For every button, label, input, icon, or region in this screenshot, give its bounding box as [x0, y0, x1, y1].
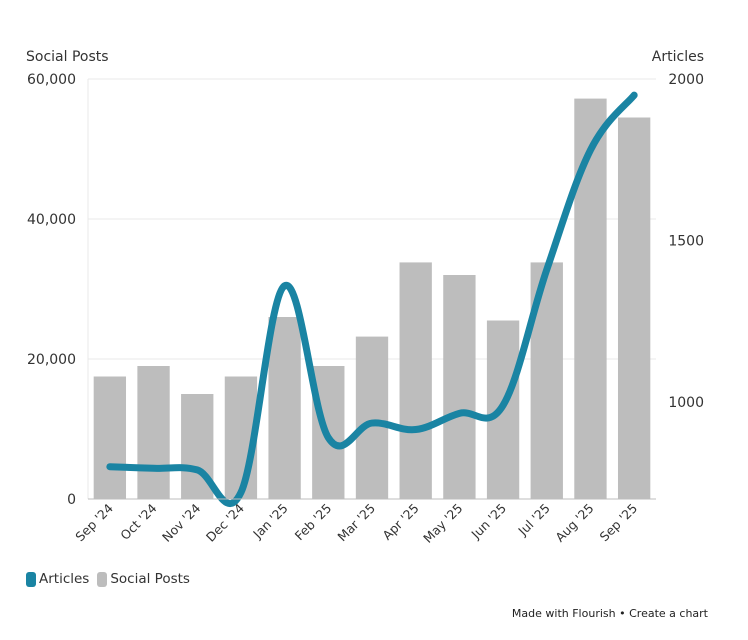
left-axis-ticks: 0 20,000 40,000 60,000	[27, 72, 76, 508]
right-tick-label: 1000	[668, 395, 704, 411]
left-axis-title: Social Posts	[26, 49, 109, 65]
legend-swatch-articles	[26, 571, 36, 587]
x-tick-label: Mar '25	[334, 501, 378, 545]
footer: Made with Flourish • Create a chart	[512, 607, 708, 620]
right-tick-label: 2000	[668, 72, 704, 88]
create-chart-link[interactable]: Create a chart	[629, 607, 708, 620]
x-tick-label: Feb '25	[292, 501, 335, 544]
legend-swatch-social-posts	[97, 571, 108, 587]
x-tick-label: Jan '25	[249, 501, 290, 542]
x-tick-label: Oct '24	[117, 500, 159, 542]
bar-jan-25[interactable]	[268, 317, 301, 499]
legend-label-social-posts: Social Posts	[110, 571, 190, 587]
bar-oct-24[interactable]	[137, 366, 170, 499]
x-tick-label: Dec '24	[203, 500, 247, 544]
x-tick-label: Jul '25	[514, 501, 552, 539]
bar-sep-25[interactable]	[617, 117, 651, 500]
bar-may-25[interactable]	[443, 275, 476, 499]
bar-series-social-posts	[93, 98, 651, 500]
x-axis-ticks: Sep '24 Oct '24 Nov '24 Dec '24 Jan '25 Feb '…	[72, 500, 640, 545]
x-tick-label: Apr '25	[379, 501, 421, 543]
bar-aug-25[interactable]	[574, 98, 607, 499]
x-tick-label: Sep '25	[597, 501, 641, 545]
x-tick-label: Jun '25	[468, 501, 510, 543]
left-tick-label: 0	[67, 492, 76, 508]
x-tick-label: May '25	[420, 501, 465, 546]
combo-chart: 0 20,000 40,000 60,000 1000 1500 2000 Sep '24…	[26, 49, 704, 546]
bar-apr-25[interactable]	[399, 262, 432, 499]
legend-item-social-posts[interactable]: Social Posts	[97, 571, 190, 587]
line-series-articles[interactable]	[106, 91, 638, 507]
bar-sep-24[interactable]	[93, 376, 127, 500]
legend: Articles Social Posts	[26, 571, 198, 587]
x-tick-label: Sep '24	[72, 500, 116, 544]
x-tick-label: Aug '25	[552, 501, 596, 545]
left-tick-label: 20,000	[27, 352, 76, 368]
left-tick-label: 40,000	[27, 212, 76, 228]
right-tick-label: 1500	[668, 234, 704, 250]
right-axis-ticks: 1000 1500 2000	[668, 72, 704, 411]
legend-label-articles: Articles	[39, 571, 90, 587]
right-axis-title: Articles	[652, 49, 704, 65]
footer-separator: •	[619, 607, 626, 620]
bar-mar-25[interactable]	[355, 336, 389, 499]
made-with-flourish-link[interactable]: Made with Flourish	[511, 607, 616, 620]
legend-item-articles[interactable]: Articles	[26, 571, 89, 587]
left-tick-label: 60,000	[27, 72, 76, 88]
x-tick-label: Nov '24	[159, 500, 203, 544]
